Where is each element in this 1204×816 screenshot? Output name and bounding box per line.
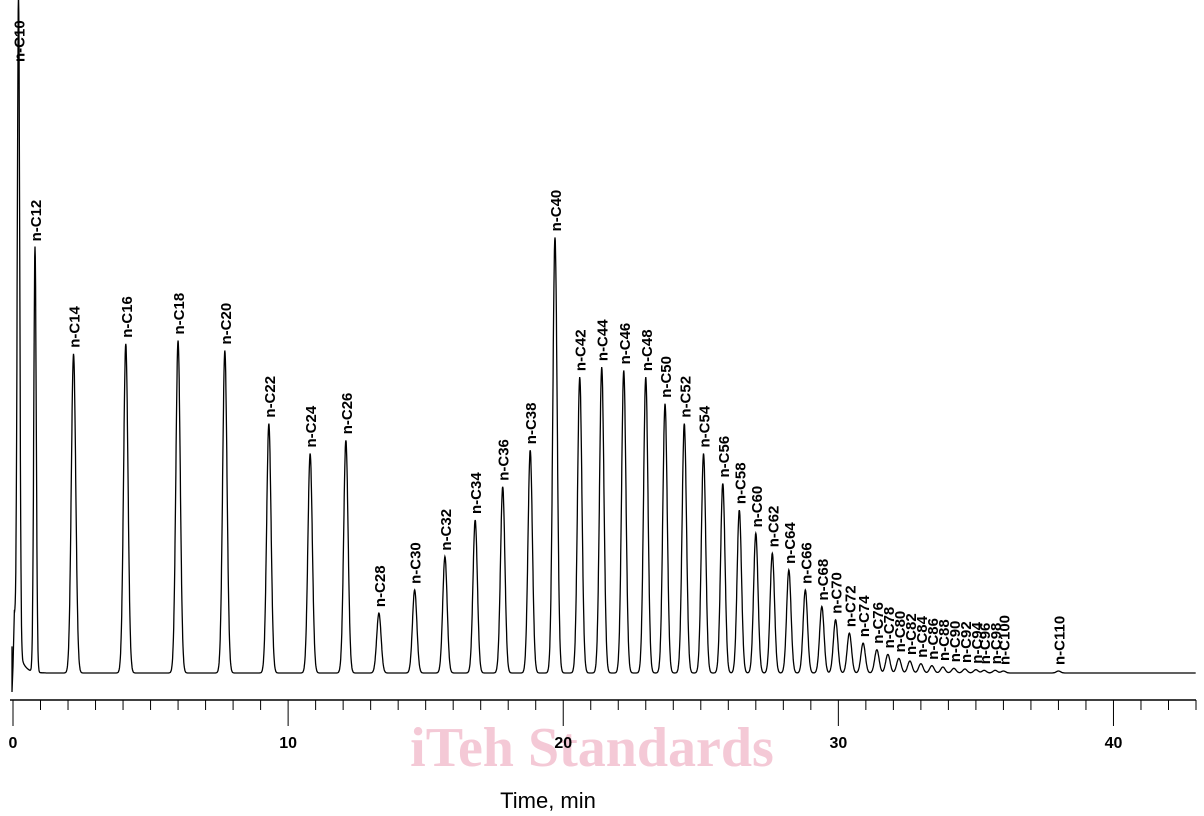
x-axis-title: Time, min	[500, 788, 596, 813]
peak-label: n-C86	[925, 618, 942, 660]
peak-label: n-C94	[969, 621, 986, 663]
chromatogram-trace	[11, 0, 1196, 693]
peak-label: n-C58	[732, 462, 749, 504]
x-tick-label: 0	[9, 735, 18, 752]
peak-label: n-C52	[677, 376, 694, 418]
peak-label: n-C46	[617, 323, 634, 365]
peak-label: n-C96	[977, 623, 994, 665]
peak-label: n-C74	[856, 595, 873, 637]
peak-label: n-C62	[765, 506, 782, 548]
peak-label: n-C92	[958, 621, 975, 663]
peak-label: n-C76	[870, 602, 887, 644]
peak-label: n-C12	[28, 200, 45, 242]
peak-label: n-C50	[658, 356, 675, 398]
watermark: iTeh Standards	[410, 717, 774, 779]
peak-label: n-C40	[548, 190, 565, 232]
peak-label: n-C10	[12, 20, 29, 62]
peak-label: n-C56	[716, 436, 733, 478]
peak-label: n-C22	[262, 376, 279, 418]
peak-label: n-C54	[697, 405, 714, 447]
x-tick-label: 20	[554, 735, 572, 752]
peak-label: n-C18	[171, 293, 188, 335]
peak-label: n-C66	[798, 542, 815, 584]
peak-label: n-C84	[914, 615, 931, 657]
x-tick-label: 10	[279, 735, 297, 752]
peak-label: n-C80	[892, 611, 909, 653]
peak-label: n-C98	[988, 623, 1005, 665]
peak-label: n-C26	[339, 393, 356, 435]
peak-label: n-C60	[749, 486, 766, 528]
peak-labels: n-C10 n-C12 n-C14 n-C16 n-C18 n-C20 n-C22 n-C24…	[12, 20, 1069, 665]
peak-label: n-C64	[782, 522, 799, 564]
peak-label: n-C68	[815, 559, 832, 601]
peak-label: n-C28	[372, 565, 389, 607]
peak-label: n-C36	[496, 439, 513, 481]
peak-label: n-C110	[1051, 616, 1068, 665]
peak-label: n-C48	[639, 329, 656, 371]
peak-label: n-C78	[881, 607, 898, 649]
peak-label: n-C38	[523, 403, 540, 445]
x-tick-label: 30	[829, 735, 847, 752]
peak-label: n-C100	[996, 615, 1013, 665]
x-tick-label: 40	[1105, 735, 1123, 752]
peak-label: n-C32	[438, 509, 455, 551]
peak-label: n-C42	[573, 329, 590, 371]
peak-label: n-C82	[903, 613, 920, 655]
peak-label: n-C20	[218, 303, 235, 345]
x-axis: 0 10 20 30 40	[9, 699, 1197, 752]
peak-label: n-C88	[936, 619, 953, 661]
peak-label: n-C24	[303, 405, 320, 447]
peak-label: n-C70	[829, 572, 846, 614]
peak-label: n-C14	[67, 305, 84, 347]
peak-label: n-C72	[842, 585, 859, 627]
peak-label: n-C30	[408, 542, 425, 584]
peak-label: n-C34	[468, 472, 485, 514]
peak-label: n-C44	[595, 319, 612, 361]
peak-label: n-C16	[119, 296, 136, 338]
peak-label: n-C90	[947, 621, 964, 663]
